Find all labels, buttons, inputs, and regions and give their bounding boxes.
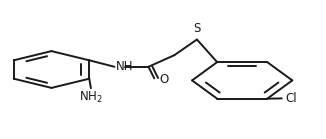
Text: S: S xyxy=(193,22,200,35)
Text: NH$_2$: NH$_2$ xyxy=(79,90,103,105)
Text: NH: NH xyxy=(116,60,134,73)
Text: Cl: Cl xyxy=(285,92,297,105)
Text: O: O xyxy=(159,73,168,85)
